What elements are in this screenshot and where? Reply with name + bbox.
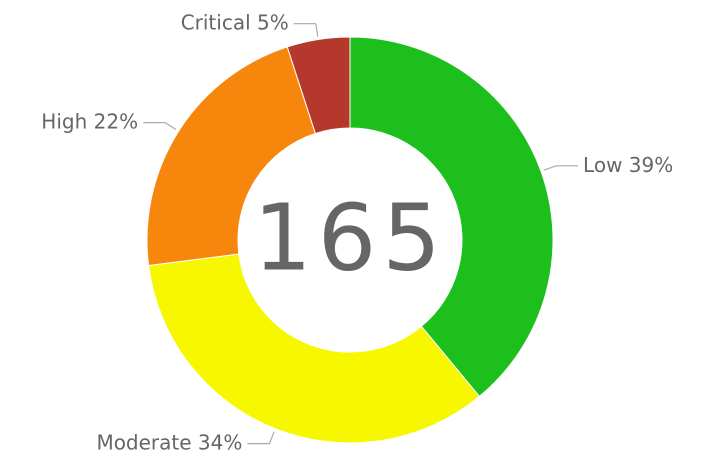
leader-line	[293, 23, 319, 37]
donut-segment	[146, 46, 317, 267]
data-label: Moderate 34%	[96, 430, 242, 454]
category-label: Critical	[181, 10, 251, 34]
category-label: High	[41, 109, 87, 133]
category-label: Moderate	[96, 430, 191, 454]
donut-segment	[349, 36, 554, 398]
leader-line	[143, 122, 177, 131]
value-label: 22%	[94, 109, 138, 133]
value-label: 39%	[629, 152, 673, 176]
value-label: 5%	[257, 10, 289, 34]
value-label: 34%	[198, 430, 242, 454]
leader-line	[247, 431, 275, 445]
donut-segment	[148, 253, 481, 444]
donut-segment	[286, 36, 351, 135]
data-label: Low 39%	[583, 152, 673, 176]
center-total: 165	[253, 185, 447, 292]
data-label: High 22%	[41, 109, 138, 133]
category-label: Low	[583, 152, 622, 176]
data-label: Critical 5%	[181, 10, 289, 34]
leader-line	[543, 165, 579, 171]
